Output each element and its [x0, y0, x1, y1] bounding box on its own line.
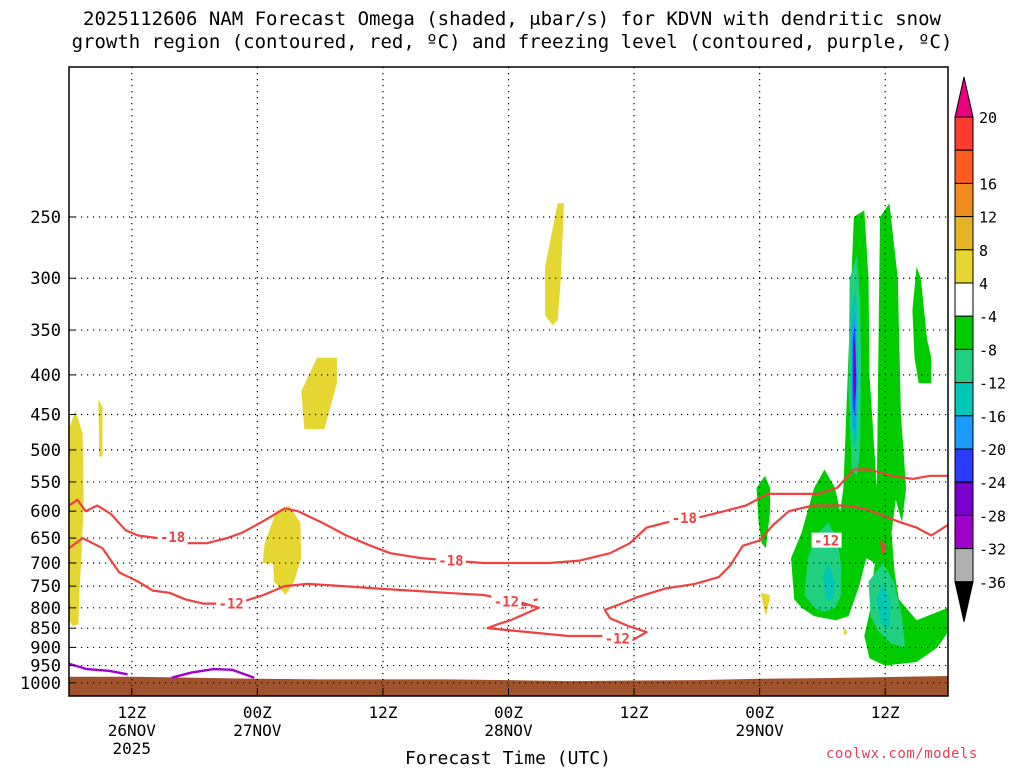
y-tick-label-350: 350: [30, 321, 61, 341]
y-tick-label-300: 300: [30, 269, 61, 289]
x-tick-label-0-2: 2025: [113, 739, 152, 758]
x-tick-label-0-0: 12Z: [117, 703, 146, 722]
omega-region-9: [912, 266, 932, 384]
y-tick-label-850: 850: [30, 619, 61, 639]
svg-text:-18: -18: [438, 554, 463, 570]
svg-text:-12: -12: [219, 597, 244, 613]
omega-region-18: [853, 339, 856, 400]
contour-label-6: -12: [811, 532, 842, 550]
isotherm-4: [879, 540, 887, 555]
contour-label-1: -12: [216, 595, 247, 613]
colorbar-label-10: -24: [979, 474, 1006, 492]
colorbar-label-4: 4: [979, 275, 988, 293]
colorbar-label-13: -36: [979, 574, 1006, 592]
isotherm-1: [69, 504, 948, 641]
svg-text:-12: -12: [605, 632, 630, 648]
colorbar-swatch-10: [954, 448, 974, 483]
colorbar: 20 16 12 8 4 -4 -8 -12 -16 -20 -24 -28 -32 -36: [954, 76, 1006, 622]
colorbar-label-3: 8: [979, 242, 988, 260]
colorbar-swatch-13: [954, 548, 974, 583]
colorbar-swatch-4: [954, 249, 974, 284]
colorbar-swatch-5: [954, 282, 974, 317]
y-tick-label-500: 500: [30, 441, 61, 461]
plot-area: -18 -12 -18 -12 -12 -18 -12 250 300 350 400 450 500 5…: [20, 66, 949, 758]
x-tick-label-0-1: 26NOV: [108, 721, 157, 740]
contour-label-2: -18: [435, 552, 466, 570]
colorbar-label-1: 16: [979, 175, 997, 193]
y-tick-label-800: 800: [30, 599, 61, 619]
colorbar-label-7: -12: [979, 375, 1006, 393]
contour-label-5: -18: [669, 509, 700, 527]
colorbar-label-0: 20: [979, 109, 997, 127]
colorbar-label-11: -28: [979, 507, 1006, 525]
x-tick-label-3-0: 00Z: [494, 703, 523, 722]
omega-region-5: [760, 592, 771, 617]
colorbar-label-9: -20: [979, 441, 1006, 459]
grid: [69, 67, 948, 696]
y-tick-label-600: 600: [30, 502, 61, 522]
y-tick-label-250: 250: [30, 208, 61, 228]
svg-text:-12: -12: [814, 534, 839, 550]
title-line-2: growth region (contoured, red, ºC) and f…: [71, 31, 953, 53]
contour-label-3: -12: [491, 593, 522, 610]
omega-region-0: [69, 410, 84, 627]
y-tick-label-400: 400: [30, 366, 61, 386]
contour-label-4: -12: [602, 630, 633, 648]
y-tick-label-650: 650: [30, 529, 61, 549]
colorbar-label-5: -4: [979, 308, 997, 326]
colorbar-swatch-1: [954, 149, 974, 184]
x-tick-label-2-0: 12Z: [368, 703, 397, 722]
omega-region-13: [822, 563, 835, 600]
x-axis-title: Forecast Time (UTC): [405, 748, 611, 768]
omega-region-4: [545, 203, 564, 326]
colorbar-swatch-3: [954, 216, 974, 251]
omega-region-2: [301, 357, 337, 430]
colorbar-swatch-6: [954, 315, 974, 350]
y-tick-label-1000: 1000: [20, 674, 61, 694]
svg-text:-18: -18: [160, 530, 185, 546]
x-tick-label-1-1: 27NOV: [233, 721, 282, 740]
x-tick-label-1-0: 00Z: [243, 703, 272, 722]
colorbar-label-6: -8: [979, 341, 997, 359]
freezing-level-1: [171, 667, 255, 679]
freezing-level-0: [69, 662, 128, 676]
y-tick-label-450: 450: [30, 405, 61, 425]
colorbar-label-12: -32: [979, 541, 1006, 559]
colorbar-swatch-7: [954, 348, 974, 384]
omega-region-6: [843, 628, 848, 636]
x-tick-label-5-1: 29NOV: [736, 721, 785, 740]
svg-text:-18: -18: [672, 511, 697, 527]
x-tick-label-6-0: 12Z: [871, 703, 900, 722]
omega-region-14: [876, 581, 891, 629]
title-line-1: 2025112606 NAM Forecast Omega (shaded, μ…: [83, 8, 941, 30]
colorbar-swatch-11: [954, 481, 974, 516]
colorbar-label-8: -16: [979, 408, 1006, 426]
colorbar-swatch-2: [954, 182, 974, 218]
colorbar-bottom-arrow: [954, 581, 974, 622]
contour-label-0: -18: [157, 529, 188, 546]
y-tick-label-700: 700: [30, 554, 61, 574]
svg-text:-12: -12: [494, 594, 519, 610]
y-tick-label-550: 550: [30, 473, 61, 493]
y-tick-label-750: 750: [30, 577, 61, 597]
colorbar-swatch-0: [954, 116, 974, 151]
x-tick-label-3-1: 28NOV: [484, 721, 533, 740]
chart-title: 2025112606 NAM Forecast Omega (shaded, μ…: [0, 8, 1024, 54]
x-tick-label-4-0: 12Z: [620, 703, 649, 722]
omega-region-3: [262, 505, 302, 595]
x-tick-label-5-0: 00Z: [745, 703, 774, 722]
colorbar-top-arrow: [954, 76, 974, 118]
colorbar-swatch-9: [954, 415, 974, 450]
y-tick-label-950: 950: [30, 657, 61, 677]
colorbar-swatch-12: [954, 514, 974, 550]
colorbar-label-2: 12: [979, 209, 997, 227]
isotherm-3: [533, 598, 539, 602]
y-tick-label-900: 900: [30, 638, 61, 658]
colorbar-swatch-8: [954, 382, 974, 417]
watermark: coolwx.com/models: [826, 746, 978, 762]
omega-region-1: [98, 399, 103, 457]
